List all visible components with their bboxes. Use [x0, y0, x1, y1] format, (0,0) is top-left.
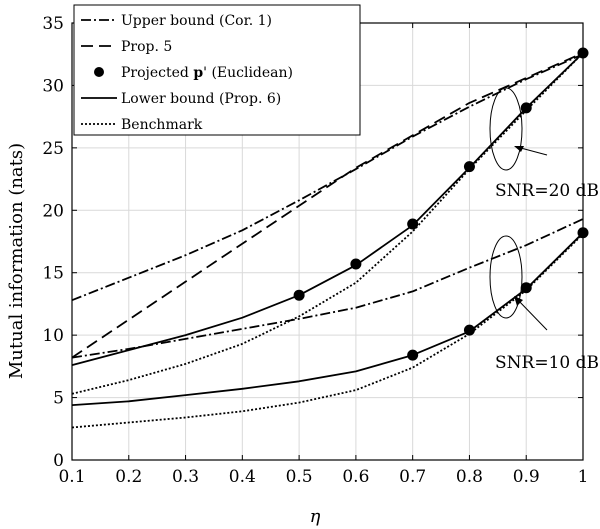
legend: Upper bound (Cor. 1) Prop. 5 Projected p… — [73, 4, 361, 136]
marker-projected-p-euclidean-10-db — [407, 349, 419, 361]
x-tick-label: 0.4 — [229, 467, 256, 487]
y-tick-label: 5 — [53, 389, 64, 409]
series-lines — [71, 52, 584, 429]
x-tick-label: 0.1 — [58, 467, 85, 487]
legend-label: Upper bound (Cor. 1) — [121, 13, 272, 29]
y-tick-label: 35 — [42, 14, 64, 34]
y-tick-label: 10 — [42, 326, 64, 346]
marker-projected-p-euclidean-20-db — [293, 289, 305, 301]
legend-item-upper-bound: Upper bound (Cor. 1) — [81, 13, 272, 29]
line-lower-bound-prop-6-10-db — [71, 232, 584, 406]
x-tick-label: 1 — [578, 467, 589, 487]
line-upper-bound-cor-1-10-db — [71, 218, 584, 359]
x-tick-label: 0.5 — [286, 467, 313, 487]
y-tick-label: 20 — [42, 201, 64, 221]
marker-projected-p-euclidean-10-db — [520, 282, 532, 294]
x-axis-label: η — [310, 506, 321, 527]
annotation-snr-10db: SNR=10 dB — [495, 353, 599, 373]
x-tick-label: 0.8 — [456, 467, 483, 487]
legend-item-projected: Projected p' (Euclidean) — [94, 65, 293, 81]
legend-label: Projected p' (Euclidean) — [121, 65, 293, 81]
y-tick-label: 15 — [42, 264, 64, 284]
marker-projected-p-euclidean-20-db — [463, 161, 475, 173]
annotation-ellipse-20db — [489, 87, 523, 171]
y-tick-label: 0 — [53, 451, 64, 471]
legend-box — [73, 4, 361, 136]
series-markers — [293, 47, 589, 361]
x-tick-label: 0.6 — [342, 467, 369, 487]
legend-label: Benchmark — [121, 117, 203, 133]
marker-projected-p-euclidean-20-db — [350, 258, 362, 270]
y-axis-label: Mutual information (nats) — [6, 143, 27, 379]
axis-ticks: 0.1 0.2 0.3 0.4 0.5 0.6 0.7 0.8 0.9 1051015202530… — [42, 14, 588, 487]
line-prop-5-20-db — [71, 52, 584, 359]
legend-item-prop5: Prop. 5 — [81, 39, 172, 55]
annotation-arrow-10db — [516, 298, 548, 331]
annotation-ellipse-10db — [489, 235, 523, 319]
annotation-snr-20db: SNR=20 dB — [495, 181, 599, 201]
y-tick-label: 30 — [42, 76, 64, 96]
marker-projected-p-euclidean-10-db — [463, 324, 475, 336]
legend-item-benchmark: Benchmark — [81, 117, 203, 133]
legend-label: Prop. 5 — [121, 39, 172, 55]
x-tick-label: 0.3 — [172, 467, 199, 487]
y-tick-label: 25 — [42, 139, 64, 159]
marker-projected-p-euclidean-20-db — [407, 218, 419, 230]
legend-swatch-marker — [94, 67, 104, 77]
marker-projected-p-euclidean-20-db — [520, 102, 532, 114]
legend-item-lower-bound: Lower bound (Prop. 6) — [81, 91, 281, 107]
line-benchmark-20-db — [71, 52, 584, 395]
legend-label: Lower bound (Prop. 6) — [121, 91, 281, 107]
x-tick-label: 0.2 — [115, 467, 142, 487]
x-tick-label: 0.7 — [399, 467, 426, 487]
annotations: SNR=20 dB SNR=10 dB — [489, 87, 599, 373]
x-tick-label: 0.9 — [513, 467, 540, 487]
annotation-arrowhead-10db — [514, 296, 523, 306]
line-lower-bound-prop-6-20-db — [71, 52, 584, 366]
annotation-arrowhead-20db — [514, 146, 524, 152]
